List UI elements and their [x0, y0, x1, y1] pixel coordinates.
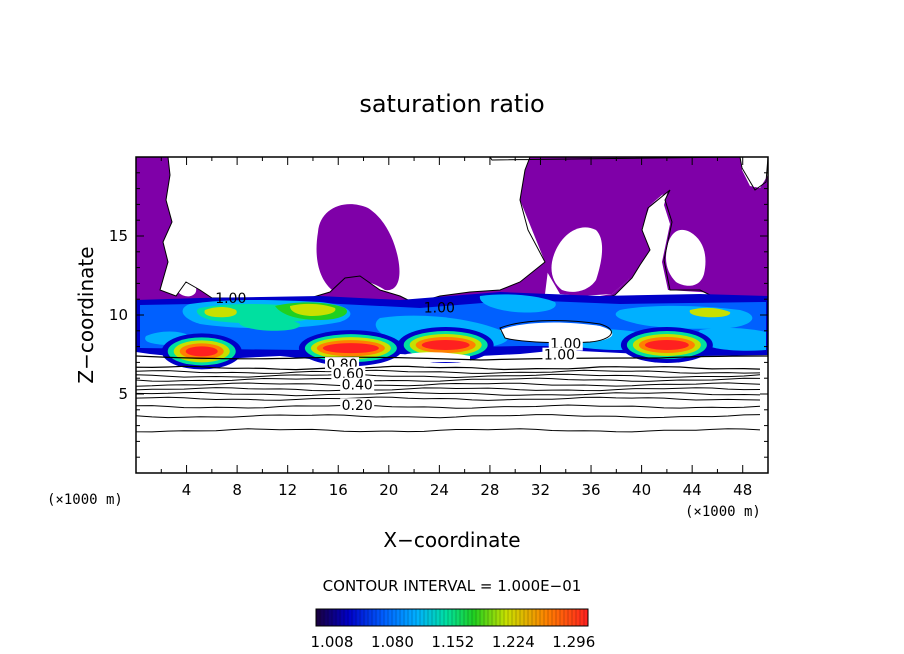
contour-line: [499, 320, 612, 344]
x-tick-label: 40: [632, 481, 651, 499]
x-tick-label: 48: [733, 481, 752, 499]
x-axis-unit: (×1000 m): [685, 504, 761, 520]
purple-region: [136, 157, 768, 311]
contour-line: [136, 377, 761, 382]
contour-label-bg: [548, 336, 583, 351]
contour-line: [136, 414, 761, 419]
cloud-patch: [239, 317, 301, 331]
cloud-patch: [689, 307, 731, 318]
core-peak: [421, 340, 470, 351]
y-tick-label: 10: [109, 306, 128, 324]
colorbar-tick-label: 1.152: [431, 633, 474, 651]
colorbar-tick-label: 1.224: [492, 633, 535, 651]
band-gap: [500, 322, 613, 343]
contour-1.00: [136, 355, 768, 361]
clear-hole-1: [551, 227, 603, 292]
y-axis-unit: (×1000 m): [47, 492, 123, 508]
colorbar-tick-label: 1.008: [311, 633, 354, 651]
x-axis-ticks: 4 8 12 16 20 24 28 32 36 40 44 48: [160, 157, 752, 499]
y-tick-label: 15: [109, 227, 128, 245]
cloud-patch: [290, 303, 336, 316]
contour-label: 1.00: [215, 291, 246, 307]
x-tick-label: 4: [182, 481, 192, 499]
contour-line: [136, 369, 761, 374]
x-tick-label: 36: [581, 481, 600, 499]
x-tick-label: 8: [232, 481, 242, 499]
contour-line: [136, 373, 761, 379]
contour-label-bg: [340, 377, 375, 392]
y-axis-label: Z−coordinate: [74, 246, 98, 383]
purple-plume: [316, 204, 400, 291]
colorbar: 1.008 1.080 1.152 1.224 1.296: [311, 608, 596, 651]
contour-line: [136, 428, 761, 433]
cloud-patch: [479, 294, 556, 313]
cloud-patch: [697, 327, 766, 351]
contour-label: 1.00: [424, 300, 455, 316]
plot-area: 1.001.001.001.000.800.600.400.20: [136, 157, 768, 433]
core-peak: [644, 340, 689, 351]
chart-title: saturation ratio: [359, 90, 544, 118]
contour-labels: 1.001.001.001.000.800.600.400.20: [215, 291, 583, 414]
contour-line: [136, 382, 761, 387]
x-tick-label: 32: [531, 481, 550, 499]
core-peak: [185, 346, 218, 357]
purple-field-left: [136, 157, 172, 292]
colorbar-tick-label: 1.080: [371, 633, 414, 651]
colorbar-tick-labels: 1.008 1.080 1.152 1.224 1.296: [311, 633, 596, 651]
x-tick-label: 16: [329, 481, 348, 499]
contour-line: [136, 396, 761, 401]
x-tick-label: 28: [480, 481, 499, 499]
contour-label: 1.00: [544, 348, 575, 364]
clear-hole-3: [742, 157, 768, 188]
contour-line: [136, 387, 761, 392]
contour-lines: [136, 320, 768, 433]
contour-label: 0.20: [342, 398, 373, 414]
y-tick-label: 5: [118, 385, 128, 403]
core-peak: [322, 343, 379, 354]
colorbar-tick-label: 1.296: [552, 633, 595, 651]
contour-label-bg: [542, 347, 577, 362]
contour-interval-note: CONTOUR INTERVAL = 1.000E−01: [323, 577, 582, 595]
x-tick-label: 20: [379, 481, 398, 499]
cloud-patch: [204, 307, 237, 318]
x-tick-label: 44: [683, 481, 702, 499]
x-axis-label: X−coordinate: [383, 528, 520, 552]
contour-label: 0.40: [342, 378, 373, 394]
x-tick-label: 24: [430, 481, 449, 499]
contour-line: [136, 391, 761, 397]
contour-label-bg: [340, 398, 375, 413]
contour-line: [136, 404, 761, 409]
x-tick-label: 12: [278, 481, 297, 499]
contour-label-bg: [331, 366, 366, 381]
contour-line: [136, 365, 761, 371]
clear-hole-2: [666, 229, 706, 286]
y-axis-ticks: 5 10 15: [109, 172, 768, 458]
colorbar-frame: [315, 608, 589, 627]
